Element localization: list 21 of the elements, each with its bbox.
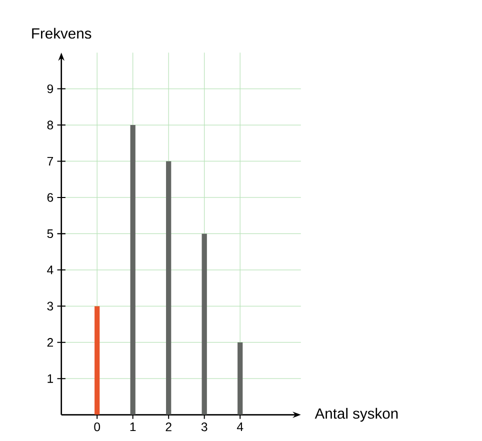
x-axis-title: Antal syskon bbox=[314, 408, 398, 422]
x-tick-label: 0 bbox=[94, 422, 100, 432]
y-tick-label: 4 bbox=[47, 266, 54, 274]
y-tick-label: 5 bbox=[47, 229, 54, 238]
y-tick-label: 6 bbox=[47, 193, 54, 202]
y-tick-label: 3 bbox=[47, 302, 54, 310]
y-tick-label: 7 bbox=[47, 156, 53, 166]
y-tick-label: 2 bbox=[47, 338, 53, 347]
y-tick-label: 9 bbox=[47, 84, 54, 94]
x-tick-label: 1 bbox=[130, 422, 136, 431]
x-tick-label: 3 bbox=[201, 422, 208, 432]
y-tick-label: 8 bbox=[47, 120, 54, 130]
bar bbox=[94, 306, 100, 415]
x-tick-label: 4 bbox=[236, 422, 244, 431]
y-tick-label: 1 bbox=[48, 374, 54, 383]
x-tick-label: 2 bbox=[166, 422, 172, 432]
bar bbox=[238, 342, 243, 415]
bar bbox=[166, 161, 172, 415]
bar bbox=[130, 124, 136, 415]
bar bbox=[202, 234, 207, 415]
y-axis-title: Frekvens bbox=[32, 28, 92, 39]
